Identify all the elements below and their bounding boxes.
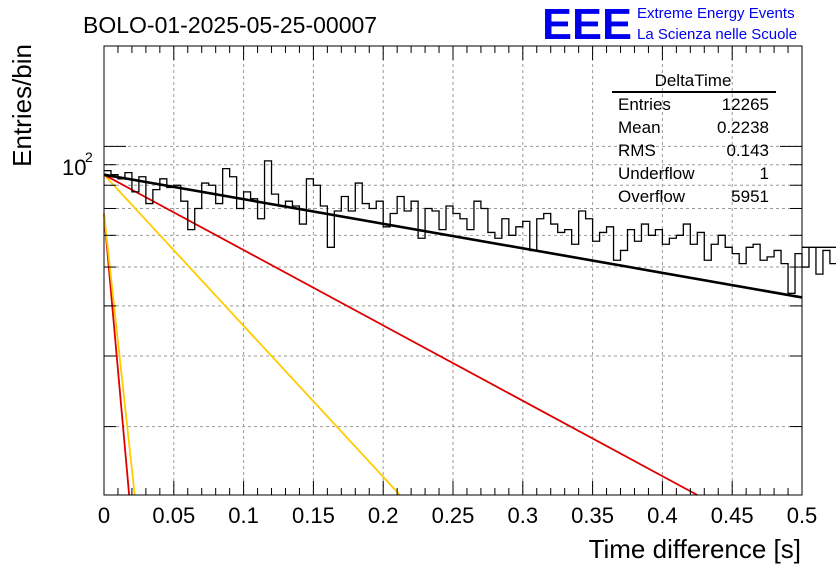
- x-tick-label: 0.2: [368, 503, 399, 528]
- x-tick-label: 0.35: [571, 503, 614, 528]
- brand-line-2: La Scienza nelle Scuole: [637, 26, 797, 43]
- histogram: [104, 160, 836, 294]
- stats-box: DeltaTime Entries 12265 Mean 0.2238 RMS 0.143…: [612, 71, 776, 206]
- x-tick-label: 0.5: [787, 503, 818, 528]
- x-tick-label: 0.15: [292, 503, 335, 528]
- fit-component-line: [103, 213, 136, 496]
- stats-label: Entries: [618, 95, 671, 114]
- y-axis-label: Entries/bin: [7, 44, 37, 167]
- x-tick-label: 0: [98, 503, 110, 528]
- brand-line-1: Extreme Energy Events: [637, 5, 795, 22]
- stats-label: Overflow: [618, 187, 686, 206]
- stats-title: DeltaTime: [655, 71, 732, 90]
- x-tick-label: 0.1: [228, 503, 259, 528]
- stats-value: 1: [760, 164, 769, 183]
- stats-label: Underflow: [618, 164, 695, 183]
- x-tick-label: 0.45: [711, 503, 754, 528]
- x-axis-label: Time difference [s]: [589, 534, 801, 564]
- stats-label: Mean: [618, 118, 661, 137]
- x-ticks: 0 0.05 0.1 0.15 0.2 0.25 0.3 0.35 0.4 0.45 0.5: [98, 46, 817, 528]
- stats-value: 12265: [722, 95, 769, 114]
- x-tick-label: 0.25: [432, 503, 475, 528]
- histogram-series: [104, 160, 836, 294]
- y-ticks: [104, 145, 802, 428]
- x-tick-label: 0.05: [152, 503, 195, 528]
- fit-components: [103, 173, 698, 496]
- y-tick-label-100: 10 2: [62, 149, 93, 180]
- eee-logo: EEE: [542, 0, 632, 49]
- stats-rows: Entries 12265 Mean 0.2238 RMS 0.143 Underflow 1…: [618, 95, 769, 206]
- x-tick-label: 0.4: [647, 503, 678, 528]
- chart-title: BOLO-01-2025-05-25-00007: [83, 12, 377, 38]
- stats-value: 0.143: [726, 141, 769, 160]
- stats-value: 0.2238: [717, 118, 769, 137]
- brand-logo: EEE Extreme Energy Events La Scienza nel…: [542, 0, 797, 49]
- fit-line-total: [103, 173, 803, 299]
- y-tick-base: 10: [62, 155, 86, 180]
- fit-component-line: [103, 213, 131, 496]
- grid: [104, 46, 802, 495]
- stats-value: 5951: [731, 187, 769, 206]
- fit-line: [103, 173, 803, 299]
- fit-component-line: [103, 174, 401, 496]
- fit-component-line: [103, 173, 698, 496]
- x-tick-label: 0.3: [508, 503, 539, 528]
- stats-label: RMS: [618, 141, 656, 160]
- y-tick-exponent: 2: [85, 149, 93, 165]
